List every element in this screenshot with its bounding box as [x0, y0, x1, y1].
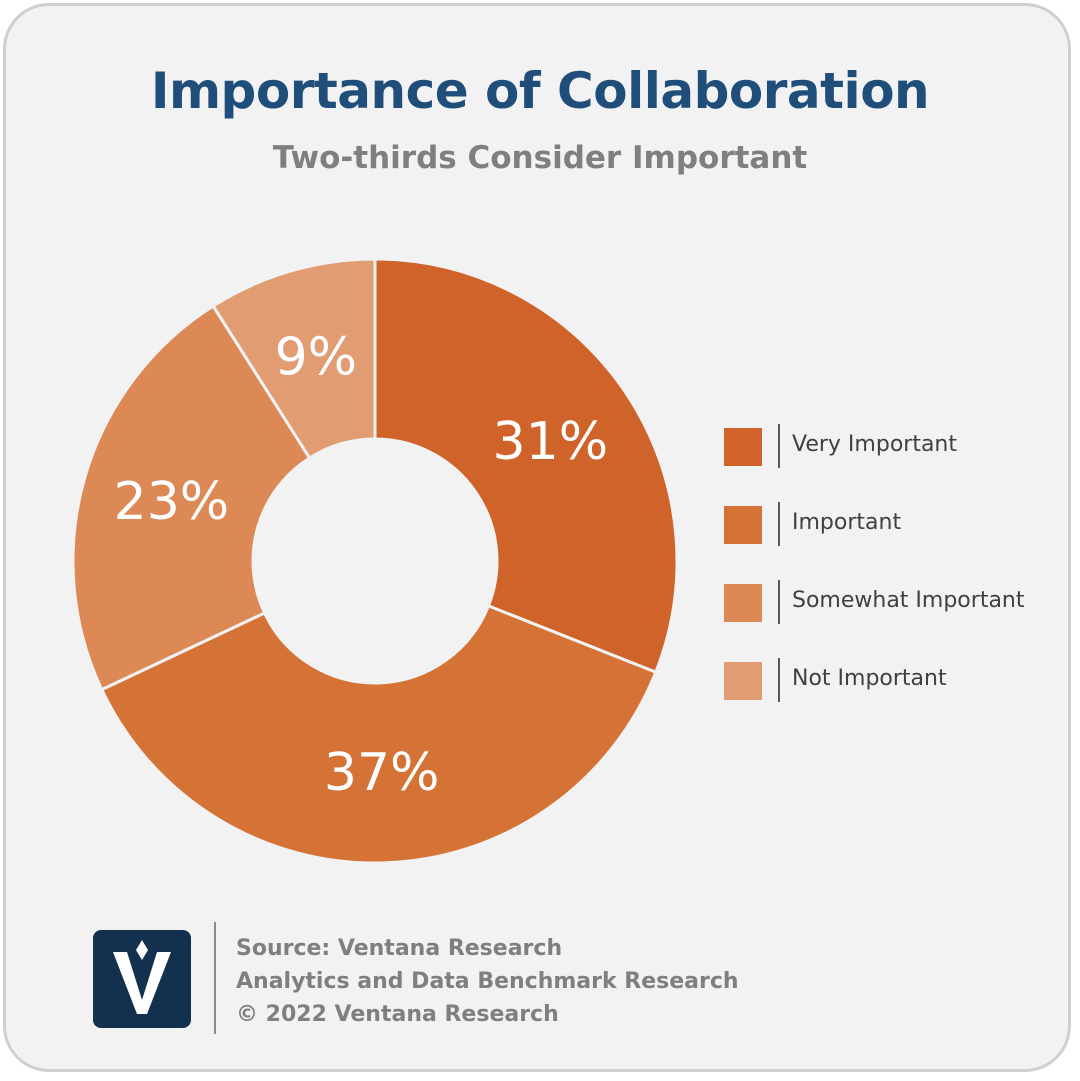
ventana-logo [93, 930, 191, 1028]
donut-hole [253, 439, 497, 683]
footer-source: Source: Ventana Research [236, 936, 563, 961]
legend-label-not-important: Not Important [792, 666, 947, 691]
legend-divider [778, 502, 780, 546]
legend-label-somewhat-important: Somewhat Important [792, 588, 1025, 613]
legend-label-very-important: Very Important [792, 432, 957, 457]
legend-swatch-somewhat-important [724, 584, 762, 622]
slice-label-not-important: 9% [275, 327, 358, 387]
legend-item-somewhat-important: Somewhat Important [724, 580, 1054, 624]
legend-swatch-not-important [724, 662, 762, 700]
legend-divider [778, 580, 780, 624]
chart-title: Importance of Collaboration [150, 62, 930, 120]
legend-swatch-very-important [724, 428, 762, 466]
legend-label-important: Important [792, 510, 902, 535]
legend-item-important: Important [724, 502, 1054, 546]
footer-copyright: © 2022 Ventana Research [236, 1002, 559, 1027]
legend-item-very-important: Very Important [724, 424, 1054, 468]
legend-divider [778, 658, 780, 702]
footer-divider [214, 922, 216, 1034]
slice-label-somewhat-important: 23% [114, 472, 230, 532]
slice-label-important: 37% [324, 743, 440, 803]
ventana-v-icon [113, 940, 171, 1014]
legend-divider [778, 424, 780, 468]
chart-subtitle: Two-thirds Consider Important [272, 140, 808, 176]
footer-study: Analytics and Data Benchmark Research [236, 969, 739, 994]
slice-label-very-important: 31% [493, 412, 609, 472]
legend-swatch-important [724, 506, 762, 544]
legend-item-not-important: Not Important [724, 658, 1054, 702]
